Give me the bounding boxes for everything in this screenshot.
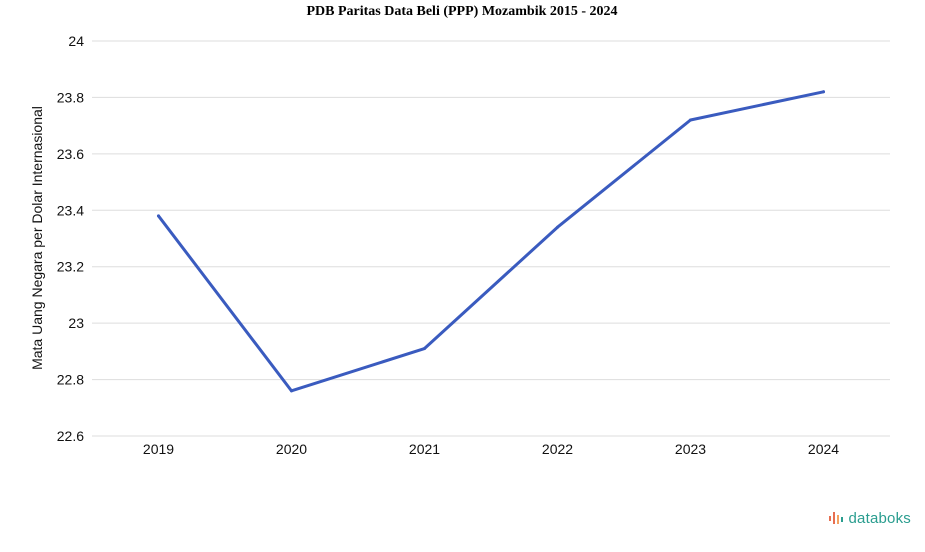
y-tick-label: 23.8: [57, 89, 84, 105]
series-line: [157, 90, 825, 393]
y-tick-label: 23.6: [57, 146, 84, 162]
x-axis-ticks: 2019 2020 2021 2022 2023 2024: [143, 441, 839, 457]
x-tick-label: 2024: [808, 441, 839, 457]
data-point: [822, 90, 825, 94]
data-point: [423, 347, 426, 351]
series-layer: [157, 90, 825, 393]
databoks-logo-icon: [828, 512, 843, 524]
data-point: [556, 225, 559, 229]
x-tick-label: 2020: [276, 441, 307, 457]
y-axis-ticks: 22.6 22.8 23 23.2 23.4 23.6 23.8 24: [57, 33, 84, 444]
data-point: [689, 118, 692, 122]
data-point: [157, 214, 160, 218]
y-tick-label: 23.2: [57, 259, 84, 275]
y-tick-label: 22.8: [57, 372, 84, 388]
chart-title: PDB Paritas Data Beli (PPP) Mozambik 201…: [306, 4, 617, 19]
x-tick-label: 2023: [675, 441, 706, 457]
y-tick-label: 23: [68, 315, 84, 331]
x-tick-label: 2021: [409, 441, 440, 457]
y-tick-label: 22.6: [57, 428, 84, 444]
x-tick-label: 2019: [143, 441, 174, 457]
brand-name: databoks: [848, 509, 911, 527]
y-tick-label: 23.4: [57, 202, 84, 218]
brand-watermark: databoks: [828, 509, 911, 527]
y-axis-label: Mata Uang Negara per Dolar Internasional: [29, 106, 45, 370]
x-tick-label: 2022: [542, 441, 573, 457]
gridlines: [92, 40, 890, 437]
data-point: [290, 389, 293, 393]
y-tick-label: 24: [68, 33, 84, 49]
